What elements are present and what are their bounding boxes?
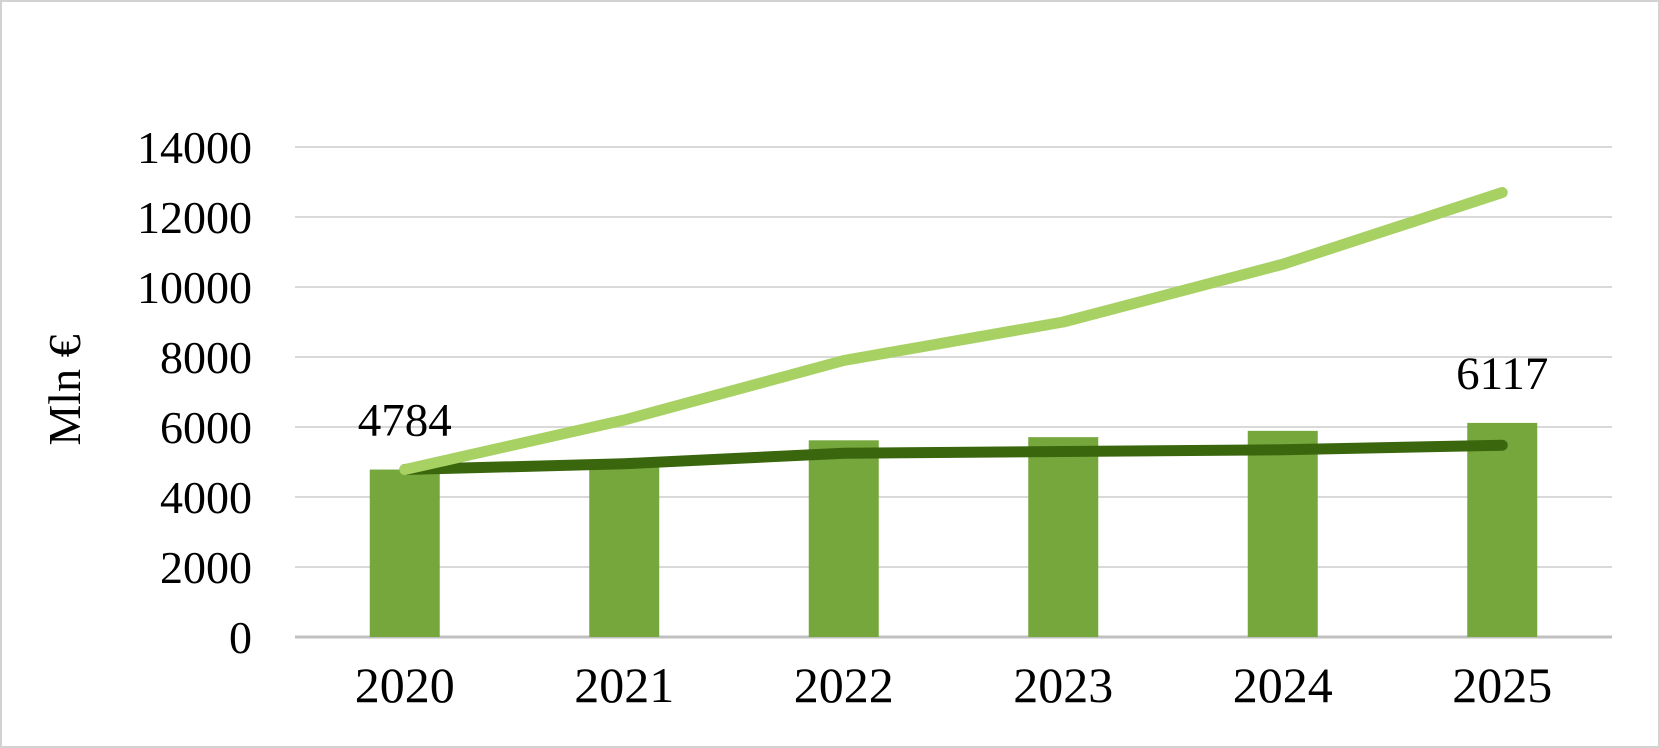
x-label-2021: 2021: [574, 657, 674, 713]
data-label-6117: 6117: [1456, 348, 1548, 400]
series-light-green-line: [399, 187, 1508, 476]
y-tick-label-6000: 6000: [160, 402, 252, 453]
bar-2022: [808, 440, 879, 637]
data-label-4784: 4784: [358, 395, 452, 447]
bar-2023: [1028, 437, 1099, 637]
bar-2024: [1247, 430, 1318, 637]
y-tick-label-10000: 10000: [137, 262, 252, 313]
x-label-2020: 2020: [355, 657, 455, 713]
x-label-2025: 2025: [1452, 657, 1552, 713]
y-tick-label-8000: 8000: [160, 332, 252, 383]
bar-2021: [589, 465, 660, 637]
y-tick-label-14000: 14000: [137, 122, 252, 173]
y-axis-title: Mln €: [39, 334, 90, 445]
y-tick-label-0: 0: [229, 612, 252, 663]
series-dark-green-line: [399, 439, 1508, 476]
y-tick-label-2000: 2000: [160, 542, 252, 593]
y-tick-label-4000: 4000: [160, 472, 252, 523]
bar-2025: [1467, 422, 1538, 637]
y-tick-label-12000: 12000: [137, 192, 252, 243]
x-label-2023: 2023: [1013, 657, 1113, 713]
x-label-2024: 2024: [1233, 657, 1333, 713]
x-label-2022: 2022: [794, 657, 894, 713]
bar-2020: [369, 469, 440, 637]
